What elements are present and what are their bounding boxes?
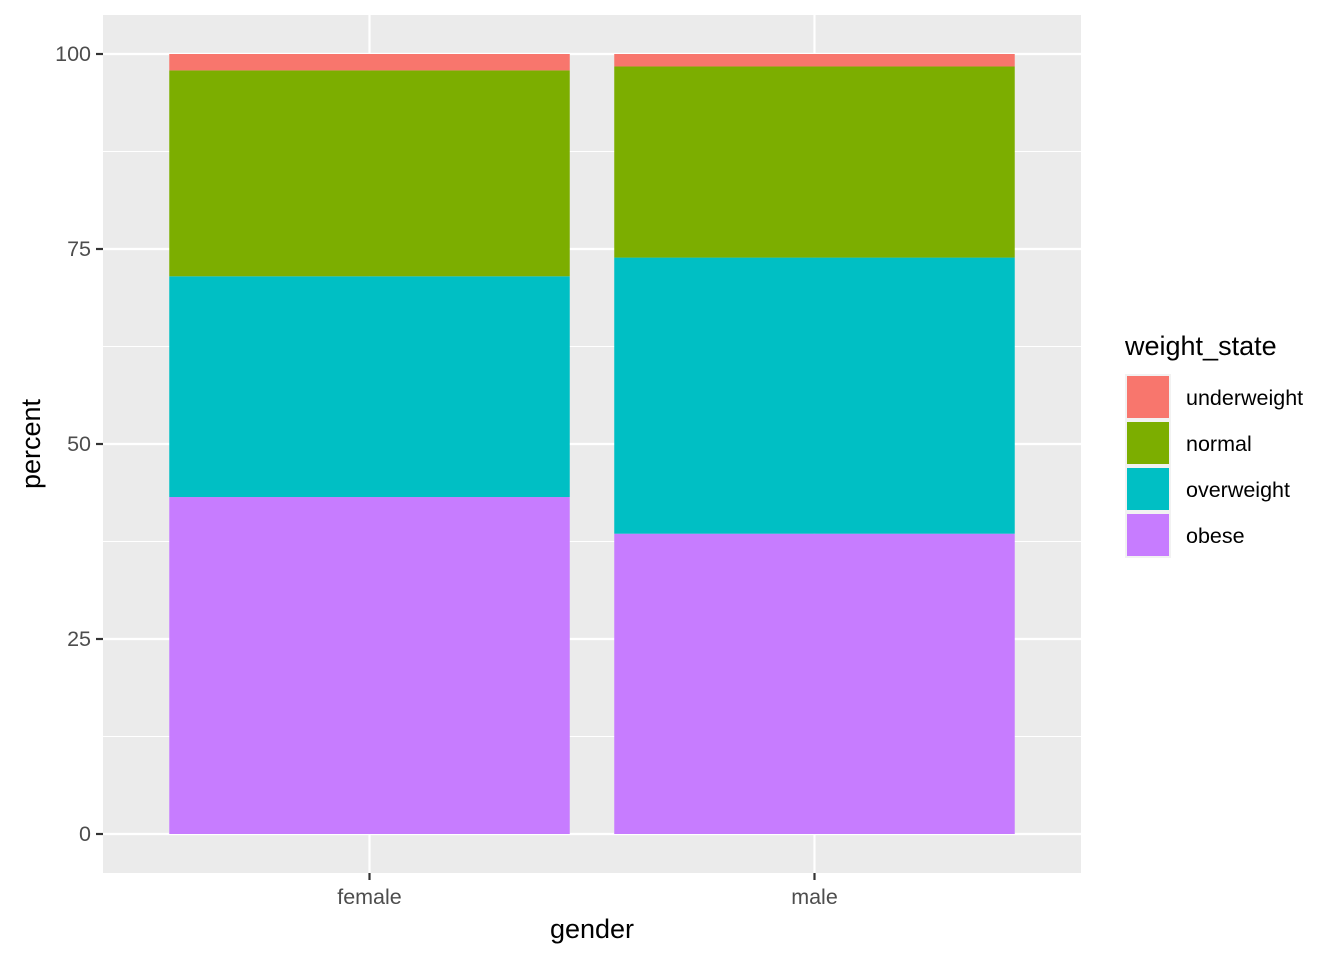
y-tick-label: 0	[79, 822, 91, 846]
legend-swatch-overweight	[1127, 468, 1169, 510]
bar-segment-female-obese	[169, 497, 570, 834]
y-axis-title: percent	[16, 398, 46, 489]
legend: weight_state underweight normal overweight…	[1124, 331, 1303, 558]
x-tick-label: male	[791, 885, 838, 909]
y-tick-label: 25	[67, 627, 91, 651]
bar-segment-male-normal	[614, 66, 1015, 258]
x-tick-label: female	[337, 885, 402, 909]
y-tick-label: 50	[67, 432, 91, 456]
bar-segment-female-underweight	[169, 54, 570, 71]
legend-title: weight_state	[1124, 331, 1277, 361]
legend-label-overweight: overweight	[1186, 478, 1290, 502]
legend-label-obese: obese	[1186, 524, 1245, 548]
x-axis: female male	[337, 873, 838, 909]
x-axis-title: gender	[550, 914, 634, 944]
y-tick-label: 75	[67, 237, 91, 261]
bar-segment-female-overweight	[169, 276, 570, 498]
legend-label-underweight: underweight	[1186, 386, 1303, 410]
legend-swatch-normal	[1127, 422, 1169, 464]
bar-segment-male-obese	[614, 533, 1015, 834]
bar-segment-female-normal	[169, 70, 570, 277]
bars	[169, 54, 1015, 834]
y-tick-label: 100	[55, 42, 91, 66]
bar-segment-male-underweight	[614, 54, 1015, 67]
y-axis: 0 25 50 75 100	[55, 42, 103, 846]
legend-swatch-obese	[1127, 514, 1169, 556]
bar-segment-male-overweight	[614, 257, 1015, 534]
legend-label-normal: normal	[1186, 432, 1252, 456]
legend-swatch-underweight	[1127, 376, 1169, 418]
